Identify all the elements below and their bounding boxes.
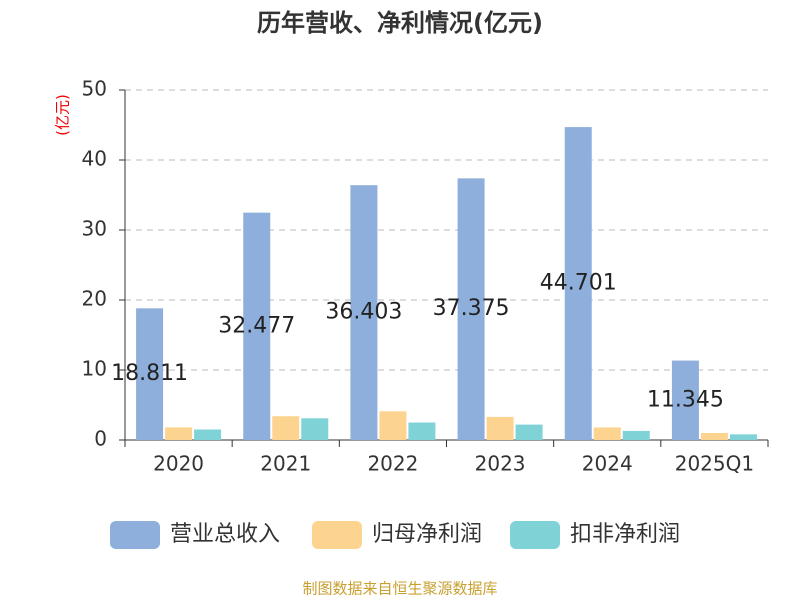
y-axis-label: (亿元) [54, 94, 72, 136]
bar [515, 424, 543, 440]
data-label: 37.375 [433, 296, 510, 321]
bar [564, 127, 592, 440]
y-tick-label: 40 [82, 147, 107, 171]
y-tick-label: 10 [82, 357, 107, 381]
legend-label: 归母净利润 [372, 522, 482, 547]
data-label: 32.477 [218, 313, 295, 338]
y-tick-label: 0 [94, 427, 107, 451]
bar [136, 308, 164, 440]
bar [272, 416, 300, 440]
data-label: 44.701 [540, 271, 617, 296]
legend-label: 营业总收入 [170, 522, 280, 547]
legend-swatch [110, 521, 160, 549]
y-tick-label: 30 [82, 217, 107, 241]
bar [408, 422, 436, 440]
chart-title: 历年营收、净利情况(亿元) [257, 9, 543, 37]
legend-label: 扣非净利润 [570, 522, 680, 547]
data-label: 36.403 [325, 300, 402, 325]
x-tick-label: 2021 [260, 452, 311, 476]
x-tick-label: 2023 [475, 452, 526, 476]
x-tick-label: 2020 [153, 452, 204, 476]
x-tick-label: 2024 [582, 452, 633, 476]
legend-swatch [510, 521, 560, 549]
data-label: 11.345 [647, 387, 724, 412]
data-label: 18.811 [111, 361, 188, 386]
y-tick-label: 50 [82, 77, 107, 101]
bar [301, 418, 329, 440]
bar [379, 411, 407, 440]
y-tick-label: 20 [82, 287, 107, 311]
bar [486, 416, 514, 440]
bar [165, 427, 193, 440]
bar [671, 360, 699, 440]
bar [729, 434, 757, 440]
legend-swatch [312, 521, 362, 549]
bar [243, 212, 271, 440]
bar [700, 433, 728, 440]
bar [194, 429, 222, 440]
bar [593, 427, 621, 440]
x-tick-label: 2025Q1 [675, 452, 754, 476]
x-tick-label: 2022 [367, 452, 418, 476]
bar [350, 185, 378, 440]
source-note: 制图数据来自恒生聚源数据库 [302, 580, 497, 598]
bar [622, 430, 650, 440]
bar [457, 178, 485, 440]
